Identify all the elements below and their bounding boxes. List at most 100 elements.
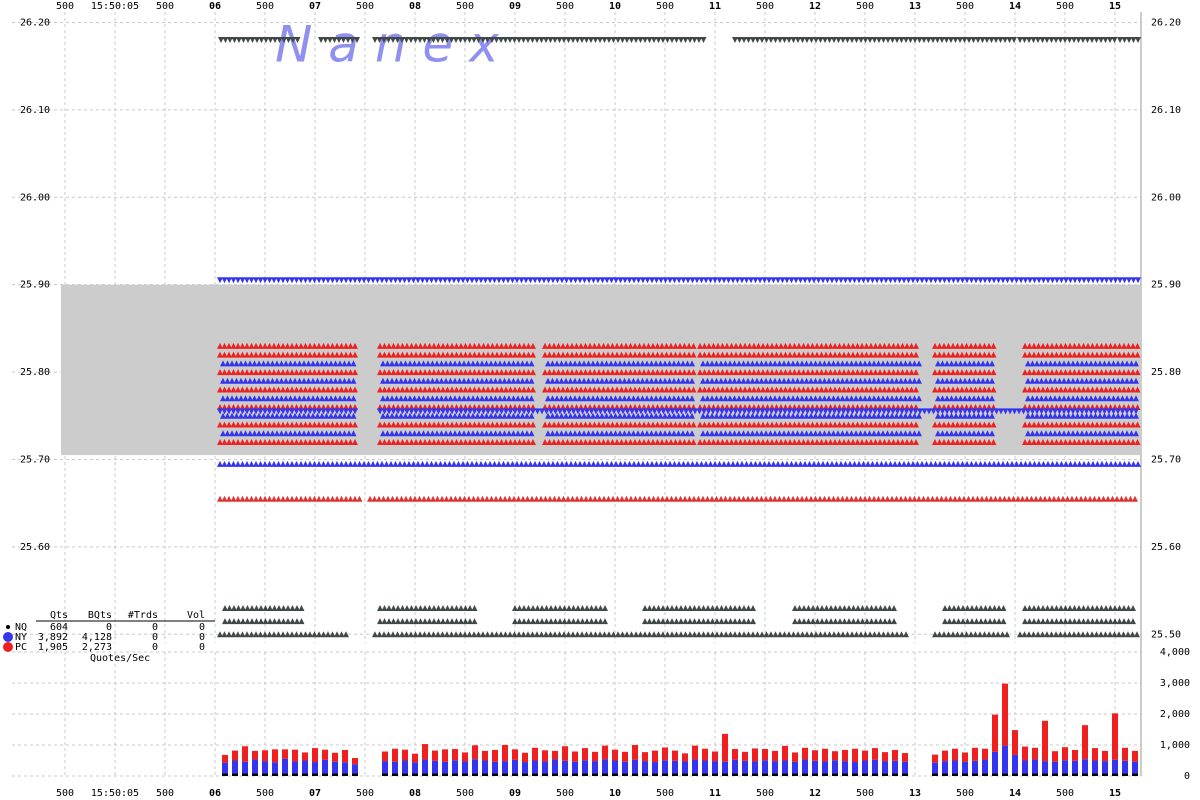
bar <box>592 761 598 774</box>
x-tick-label: 13 <box>909 788 921 799</box>
bar <box>972 747 978 761</box>
bar <box>492 749 498 762</box>
bar <box>262 750 268 762</box>
y-tick-label: 1,000 <box>1160 740 1190 751</box>
bar <box>472 745 478 760</box>
bar <box>1042 720 1048 762</box>
quote-row <box>217 421 358 428</box>
quote-row <box>935 430 995 437</box>
x-tick-label: 11 <box>709 788 721 799</box>
bar <box>702 773 708 776</box>
bar <box>992 773 998 776</box>
quote-row <box>220 430 357 437</box>
bar <box>662 773 668 776</box>
bar <box>742 773 748 776</box>
bar <box>302 773 308 776</box>
bar <box>602 759 608 774</box>
quote-row <box>732 36 1017 43</box>
bar <box>392 761 398 774</box>
bar <box>232 760 238 774</box>
bar <box>672 760 678 774</box>
x-tick-label: 10 <box>609 1 621 12</box>
x-tick-label: 500 <box>1056 788 1074 799</box>
bar <box>1022 773 1028 776</box>
bar <box>932 773 938 776</box>
stats-caption: Quotes/Sec <box>90 653 150 664</box>
y-tick-label: 3,000 <box>1160 678 1190 689</box>
bar <box>422 759 428 774</box>
bar <box>1062 747 1068 761</box>
bar <box>532 747 538 761</box>
bar <box>262 761 268 774</box>
quote-row <box>217 438 358 445</box>
bar <box>402 749 408 761</box>
bar <box>252 750 258 760</box>
bar <box>852 762 858 774</box>
bar <box>242 773 248 776</box>
bar <box>342 762 348 774</box>
bar <box>222 762 228 774</box>
bar <box>982 759 988 774</box>
bar <box>862 773 868 776</box>
quote-row <box>380 412 535 419</box>
quote-row <box>220 360 357 367</box>
bar <box>612 760 618 774</box>
bar <box>672 750 678 761</box>
quote-row <box>700 395 922 402</box>
bar <box>432 760 438 774</box>
bar <box>632 773 638 776</box>
quote-row <box>932 342 997 349</box>
stats-cell: 604 <box>50 622 68 633</box>
bar <box>882 752 888 762</box>
quote-row <box>1025 430 1139 437</box>
quote-row <box>542 438 697 445</box>
quote-row <box>935 360 995 367</box>
bar <box>802 747 808 760</box>
quote-row <box>932 351 997 358</box>
bar <box>1072 749 1078 761</box>
bar <box>442 773 448 776</box>
bar <box>882 761 888 774</box>
bar <box>762 773 768 776</box>
bar <box>562 760 568 774</box>
bar <box>412 753 418 763</box>
x-tick-label: 06 <box>209 788 221 799</box>
y-tick-label: 25.80 <box>1151 367 1181 378</box>
bar <box>442 749 448 762</box>
bar <box>422 773 428 776</box>
bar <box>472 773 478 776</box>
quote-row <box>318 36 360 43</box>
stats-cell: 2,273 <box>82 642 112 653</box>
stats-cell: 0 <box>106 622 112 633</box>
quote-row <box>217 342 358 349</box>
bar <box>272 762 278 774</box>
x-tick-label: 15 <box>1109 1 1121 12</box>
bar <box>452 760 458 774</box>
bar <box>512 759 518 774</box>
bar <box>702 760 708 774</box>
bar <box>882 773 888 776</box>
quote-row <box>377 421 536 428</box>
bar <box>1032 773 1038 776</box>
bar <box>742 751 748 761</box>
quote-row <box>642 618 756 625</box>
quote-row <box>932 438 997 445</box>
bar <box>1132 750 1138 762</box>
bar <box>412 762 418 774</box>
quote-row <box>700 360 922 367</box>
bar <box>512 749 518 760</box>
bar <box>982 773 988 776</box>
x-tick-label: 500 <box>956 788 974 799</box>
bar <box>1032 747 1038 760</box>
bar <box>332 761 338 774</box>
bar <box>1112 773 1118 776</box>
quote-row <box>377 408 1139 415</box>
bar <box>822 761 828 774</box>
bar <box>352 764 358 774</box>
bar <box>632 759 638 774</box>
bar <box>682 773 688 776</box>
bar <box>382 761 388 774</box>
bar <box>302 752 308 761</box>
legend-swatch <box>3 632 13 642</box>
